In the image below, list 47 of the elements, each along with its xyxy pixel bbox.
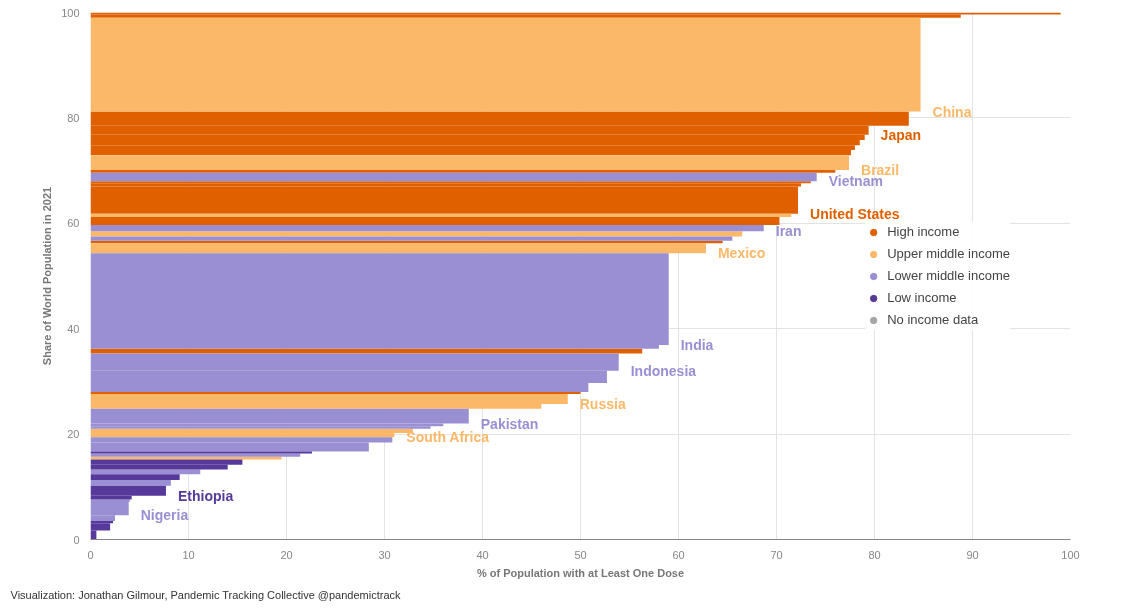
bar bbox=[90, 213, 792, 217]
x-tick-label: 100 bbox=[1061, 548, 1080, 561]
y-axis-title: Share of World Population in 2021 bbox=[41, 186, 54, 366]
y-tick-label: 100 bbox=[61, 6, 80, 19]
x-tick-label: 30 bbox=[378, 548, 391, 561]
data-label: China bbox=[932, 103, 972, 120]
x-tick-label: 70 bbox=[770, 548, 783, 561]
bar bbox=[90, 391, 581, 395]
x-tick-label: 80 bbox=[868, 548, 881, 561]
data-label: India bbox=[680, 337, 714, 354]
bar bbox=[90, 459, 243, 465]
x-tick-label: 90 bbox=[966, 548, 979, 561]
data-label: Brazil bbox=[861, 162, 900, 179]
y-tick-label: 80 bbox=[67, 111, 80, 124]
x-tick-label: 40 bbox=[476, 548, 489, 561]
y-tick-label: 0 bbox=[73, 533, 80, 546]
x-axis-title: % of Population with at Least One Dose bbox=[476, 566, 685, 579]
data-label: Russia bbox=[579, 396, 626, 413]
bar bbox=[90, 474, 180, 480]
data-label: Mexico bbox=[717, 245, 766, 262]
data-label: Ethiopia bbox=[177, 487, 234, 504]
data-label: South Africa bbox=[406, 429, 490, 446]
x-tick-label: 60 bbox=[672, 548, 685, 561]
legend-label: No income data bbox=[887, 312, 979, 327]
x-tick-label: 20 bbox=[280, 548, 293, 561]
x-tick-label: 0 bbox=[87, 548, 94, 561]
data-label: Pakistan bbox=[480, 415, 539, 432]
bar bbox=[90, 479, 171, 486]
data-label: Japan bbox=[880, 126, 922, 143]
text: Visualization: Jonathan Gilmour, Pandemic Tracking Collective @pandemictrack bbox=[10, 588, 402, 601]
x-tick-label: 10 bbox=[182, 548, 195, 561]
y-tick-label: 20 bbox=[67, 428, 80, 441]
y-tick-label: 60 bbox=[67, 217, 80, 230]
legend-label: High income bbox=[887, 224, 960, 239]
bar bbox=[90, 236, 733, 241]
data-label: Indonesia bbox=[630, 362, 697, 379]
data-label: Nigeria bbox=[140, 507, 189, 524]
bar bbox=[90, 231, 743, 237]
bar bbox=[90, 469, 201, 475]
legend-label: Low income bbox=[887, 290, 957, 305]
x-tick-label: 50 bbox=[574, 548, 587, 561]
legend-label: Lower middle income bbox=[887, 268, 1010, 283]
data-label: Iran bbox=[775, 223, 802, 240]
data-label: United States bbox=[810, 205, 900, 222]
y-tick-label: 40 bbox=[67, 322, 80, 335]
bar bbox=[90, 224, 764, 232]
legend-label: Upper middle income bbox=[887, 246, 1010, 261]
